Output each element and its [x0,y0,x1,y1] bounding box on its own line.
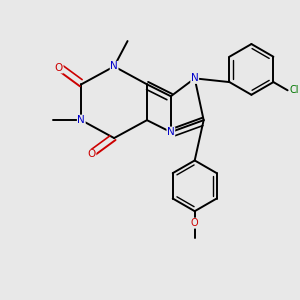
Text: O: O [88,149,96,160]
Text: O: O [55,63,63,73]
Text: N: N [77,115,85,125]
Text: N: N [110,61,118,71]
Text: Cl: Cl [290,85,299,95]
Text: N: N [191,74,199,83]
Text: O: O [191,218,199,228]
Text: N: N [167,127,175,137]
